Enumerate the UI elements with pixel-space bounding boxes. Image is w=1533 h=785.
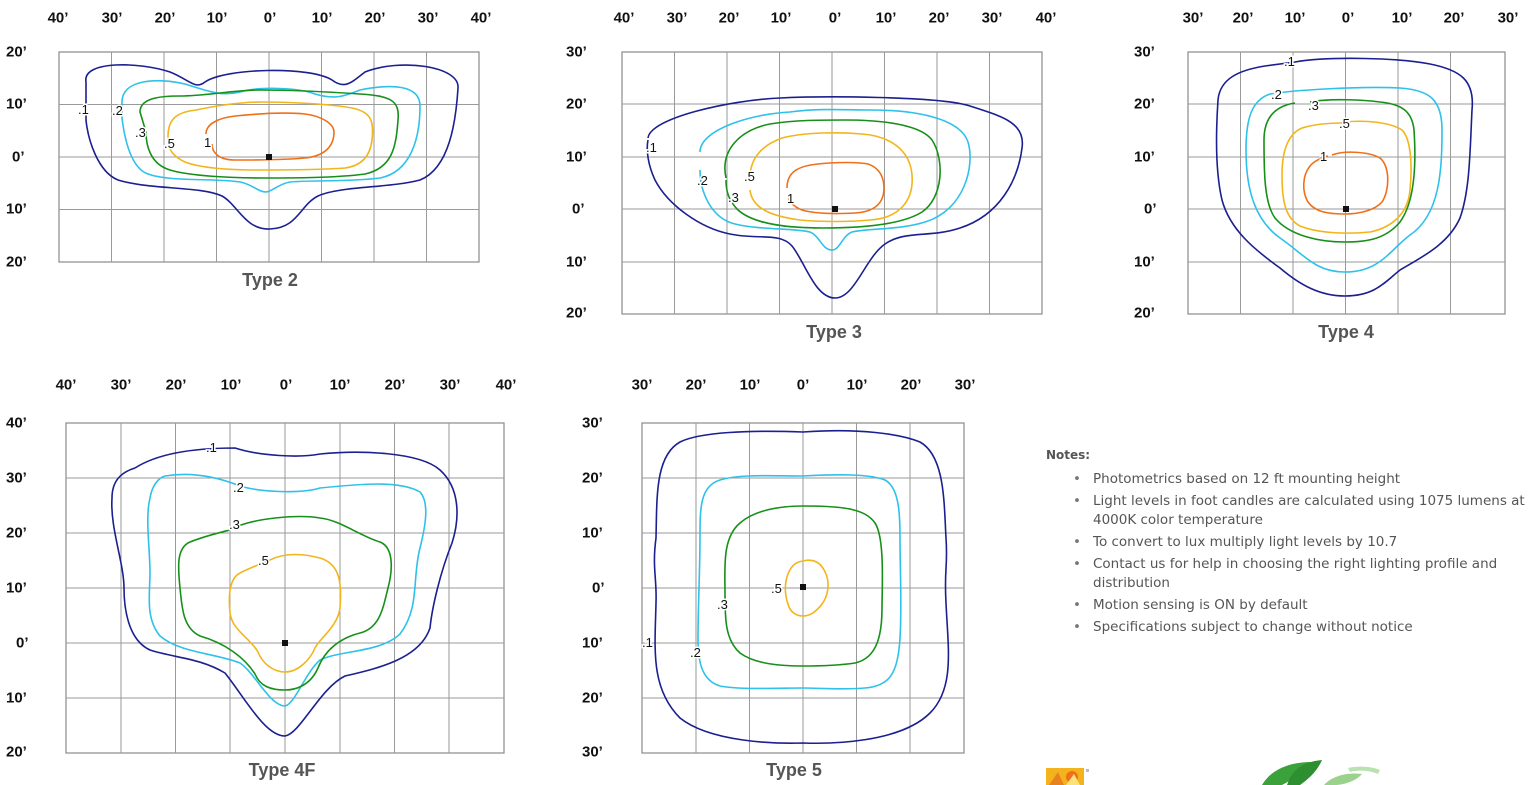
- type-3-label-1: 1: [787, 191, 794, 206]
- type-2-label-1: 1: [204, 135, 211, 150]
- type-4f-label-01: .1: [206, 440, 217, 455]
- type-2-label-02: .2: [112, 103, 123, 118]
- type-3-title: Type 3: [806, 322, 862, 343]
- type-3-label-01: .1: [646, 140, 657, 155]
- type-3-label-05: .5: [744, 169, 755, 184]
- type-5-title: Type 5: [766, 760, 822, 781]
- note-item: Light levels in foot candles are calcula…: [1093, 492, 1531, 530]
- type-5-contour-labels: .1 .2 .3 .5: [560, 368, 1020, 785]
- note-item: Contact us for help in choosing the righ…: [1093, 555, 1531, 593]
- type-3-contour-labels: .1 .2 .3 .5 1: [560, 0, 1080, 350]
- note-item: Photometrics based on 12 ft mounting hei…: [1093, 470, 1531, 489]
- type-4-label-1: 1: [1320, 149, 1327, 164]
- type-2-label-01: .1: [78, 102, 89, 117]
- diagram-type-4f: 40’ 30’ 20’ 10’ 0’ 10’ 20’ 30’ 40’ 40’ 3…: [0, 368, 540, 785]
- type-4f-label-03: .3: [229, 517, 240, 532]
- note-item: Motion sensing is ON by default: [1093, 596, 1531, 615]
- type-2-title: Type 2: [242, 270, 298, 291]
- diagram-type-2: 40’ 30’ 20’ 10’ 0’ 10’ 20’ 30’ 40’ 20’ 1…: [0, 0, 500, 300]
- notes-title: Notes:: [1046, 448, 1531, 462]
- type-4f-title: Type 4F: [249, 760, 316, 781]
- note-item: To convert to lux multiply light levels …: [1093, 533, 1531, 552]
- type-5-label-01: .1: [642, 635, 653, 650]
- type-2-label-03: .3: [135, 125, 146, 140]
- type-4f-label-02: .2: [233, 480, 244, 495]
- type-4-label-03: .3: [1308, 98, 1319, 113]
- type-4f-contour-labels: .1 .2 .3 .5: [0, 368, 540, 785]
- note-item: Specifications subject to change without…: [1093, 618, 1531, 637]
- type-5-label-05: .5: [771, 581, 782, 596]
- notes-list: Photometrics based on 12 ft mounting hei…: [1046, 470, 1531, 637]
- type-5-label-02: .2: [690, 645, 701, 660]
- type-2-contour-labels: .1 .2 .3 .5 1: [0, 0, 500, 300]
- type-4-label-02: .2: [1271, 87, 1282, 102]
- type-3-label-03: .3: [728, 190, 739, 205]
- type-4-contour-labels: .1 .2 .3 .5 1: [1130, 0, 1533, 350]
- type-4f-label-05: .5: [258, 553, 269, 568]
- type-4-label-05: .5: [1339, 116, 1350, 131]
- type-3-label-02: .2: [697, 173, 708, 188]
- type-4-title: Type 4: [1318, 322, 1374, 343]
- eco-leaf-logo: [1262, 760, 1388, 785]
- diagram-type-5: 30’ 20’ 10’ 0’ 10’ 20’ 30’ 30’ 20’ 10’ 0…: [560, 368, 1020, 785]
- diagram-type-4: 30’ 20’ 10’ 0’ 10’ 20’ 30’ 30’ 20’ 10’ 0…: [1130, 0, 1533, 350]
- type-2-label-05: .5: [164, 136, 175, 151]
- notes-panel: Notes: Photometrics based on 12 ft mount…: [1046, 448, 1531, 640]
- certification-logo: [1046, 768, 1092, 785]
- diagram-type-3: 40’ 30’ 20’ 10’ 0’ 10’ 20’ 30’ 40’ 30’ 2…: [560, 0, 1080, 350]
- type-4-label-01: .1: [1284, 54, 1295, 69]
- type-5-label-03: .3: [717, 597, 728, 612]
